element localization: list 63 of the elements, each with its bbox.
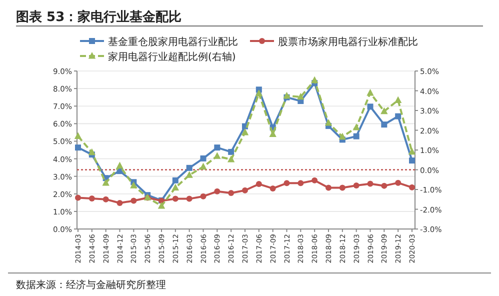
point [200, 162, 207, 170]
point [158, 202, 166, 209]
point [339, 184, 346, 191]
point [324, 118, 332, 126]
point [395, 113, 402, 120]
point [284, 180, 290, 186]
point [200, 155, 206, 162]
legend-label: 家用电器行业超配比例(右轴) [108, 51, 236, 63]
point [408, 148, 416, 155]
point [353, 182, 360, 188]
point [102, 178, 110, 186]
point [186, 196, 192, 202]
point [367, 104, 374, 110]
point [381, 182, 388, 189]
point [409, 158, 415, 164]
point [200, 193, 206, 200]
point [227, 155, 235, 162]
point [338, 132, 346, 140]
point [75, 194, 81, 201]
point [394, 96, 402, 104]
point [298, 180, 304, 186]
point [352, 123, 360, 130]
point [130, 182, 138, 188]
point [116, 162, 124, 169]
point [312, 177, 318, 184]
point [395, 180, 402, 186]
point [242, 187, 248, 194]
point [214, 144, 220, 151]
point [310, 76, 318, 84]
point [269, 130, 276, 137]
point [228, 190, 234, 196]
point [186, 171, 193, 178]
point [102, 196, 109, 202]
point [381, 122, 388, 128]
point [366, 88, 374, 96]
point [116, 200, 123, 206]
point [74, 132, 82, 139]
point [214, 188, 220, 194]
point [172, 184, 180, 191]
point [326, 184, 332, 191]
point [130, 198, 137, 204]
point [75, 144, 81, 151]
point [270, 185, 276, 192]
point [409, 184, 415, 190]
point [297, 92, 304, 100]
point [88, 195, 95, 202]
point [172, 177, 178, 184]
point [367, 180, 374, 187]
point [241, 128, 249, 136]
point [214, 152, 221, 159]
chart-title: 图表 53：家电行业基金配比 [16, 9, 182, 25]
point [353, 133, 360, 140]
point [256, 181, 262, 188]
point [255, 90, 263, 96]
point [186, 164, 192, 171]
source-note: 数据来源：经济与金融研究所整理 [16, 279, 166, 291]
point [283, 92, 290, 99]
point [380, 107, 388, 114]
legend-label: 基金重仓股家用电器行业配比 [108, 36, 238, 48]
point [228, 148, 234, 155]
legend-label: 股票市场家用电器行业标准配比 [278, 36, 418, 48]
point [88, 148, 96, 156]
point [172, 196, 178, 202]
